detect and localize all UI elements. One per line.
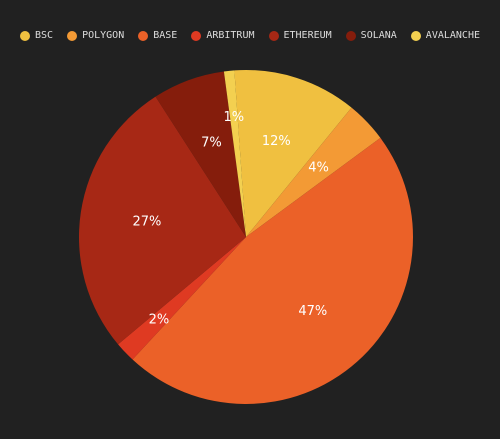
legend-swatch-base — [138, 30, 149, 41]
legend-item-avalanche[interactable]: AVALANCHE — [410, 30, 480, 41]
pie-slice-polygon[interactable] — [246, 107, 381, 238]
legend-label: BSC — [35, 30, 54, 41]
pie-slice-arbitrum[interactable] — [118, 237, 246, 360]
legend-label: AVALANCHE — [425, 30, 480, 41]
pie-slice-ethereum[interactable] — [79, 96, 246, 345]
legend-swatch-solana — [345, 30, 356, 41]
legend-item-polygon[interactable]: POLYGON — [67, 30, 124, 41]
legend-label: SOLANA — [360, 30, 397, 41]
legend-label: ARBITRUM — [206, 30, 255, 41]
pie-slice-base[interactable] — [132, 137, 414, 405]
slice-label-bsc: 12% — [262, 134, 291, 149]
legend-label: ETHEREUM — [283, 30, 332, 41]
pie-slice-avalanche[interactable] — [223, 70, 246, 238]
legend-swatch-bsc — [20, 30, 31, 41]
legend-swatch-ethereum — [268, 30, 279, 41]
legend-item-solana[interactable]: SOLANA — [345, 30, 397, 41]
legend-item-bsc[interactable]: BSC — [20, 30, 53, 41]
legend-label: POLYGON — [82, 30, 125, 41]
slice-label-avalanche: 1% — [224, 110, 245, 125]
chart-legend: BSC POLYGON BASE ARBITRUM ETHEREUM SOLANA AVAL… — [0, 30, 500, 41]
legend-item-ethereum[interactable]: ETHEREUM — [268, 30, 332, 41]
pie-slice-bsc[interactable] — [234, 70, 352, 238]
slice-label-ethereum: 27% — [132, 215, 161, 230]
slice-label-polygon: 4% — [308, 160, 329, 175]
legend-item-base[interactable]: BASE — [138, 30, 177, 41]
legend-label: BASE — [153, 30, 178, 41]
legend-swatch-polygon — [67, 30, 78, 41]
slice-label-solana: 7% — [201, 135, 222, 150]
slice-label-arbitrum: 2% — [149, 312, 170, 327]
slice-label-base: 47% — [298, 304, 327, 319]
legend-swatch-arbitrum — [191, 30, 202, 41]
legend-item-arbitrum[interactable]: ARBITRUM — [191, 30, 255, 41]
pie-slice-solana[interactable] — [155, 71, 246, 237]
legend-swatch-avalanche — [410, 30, 421, 41]
